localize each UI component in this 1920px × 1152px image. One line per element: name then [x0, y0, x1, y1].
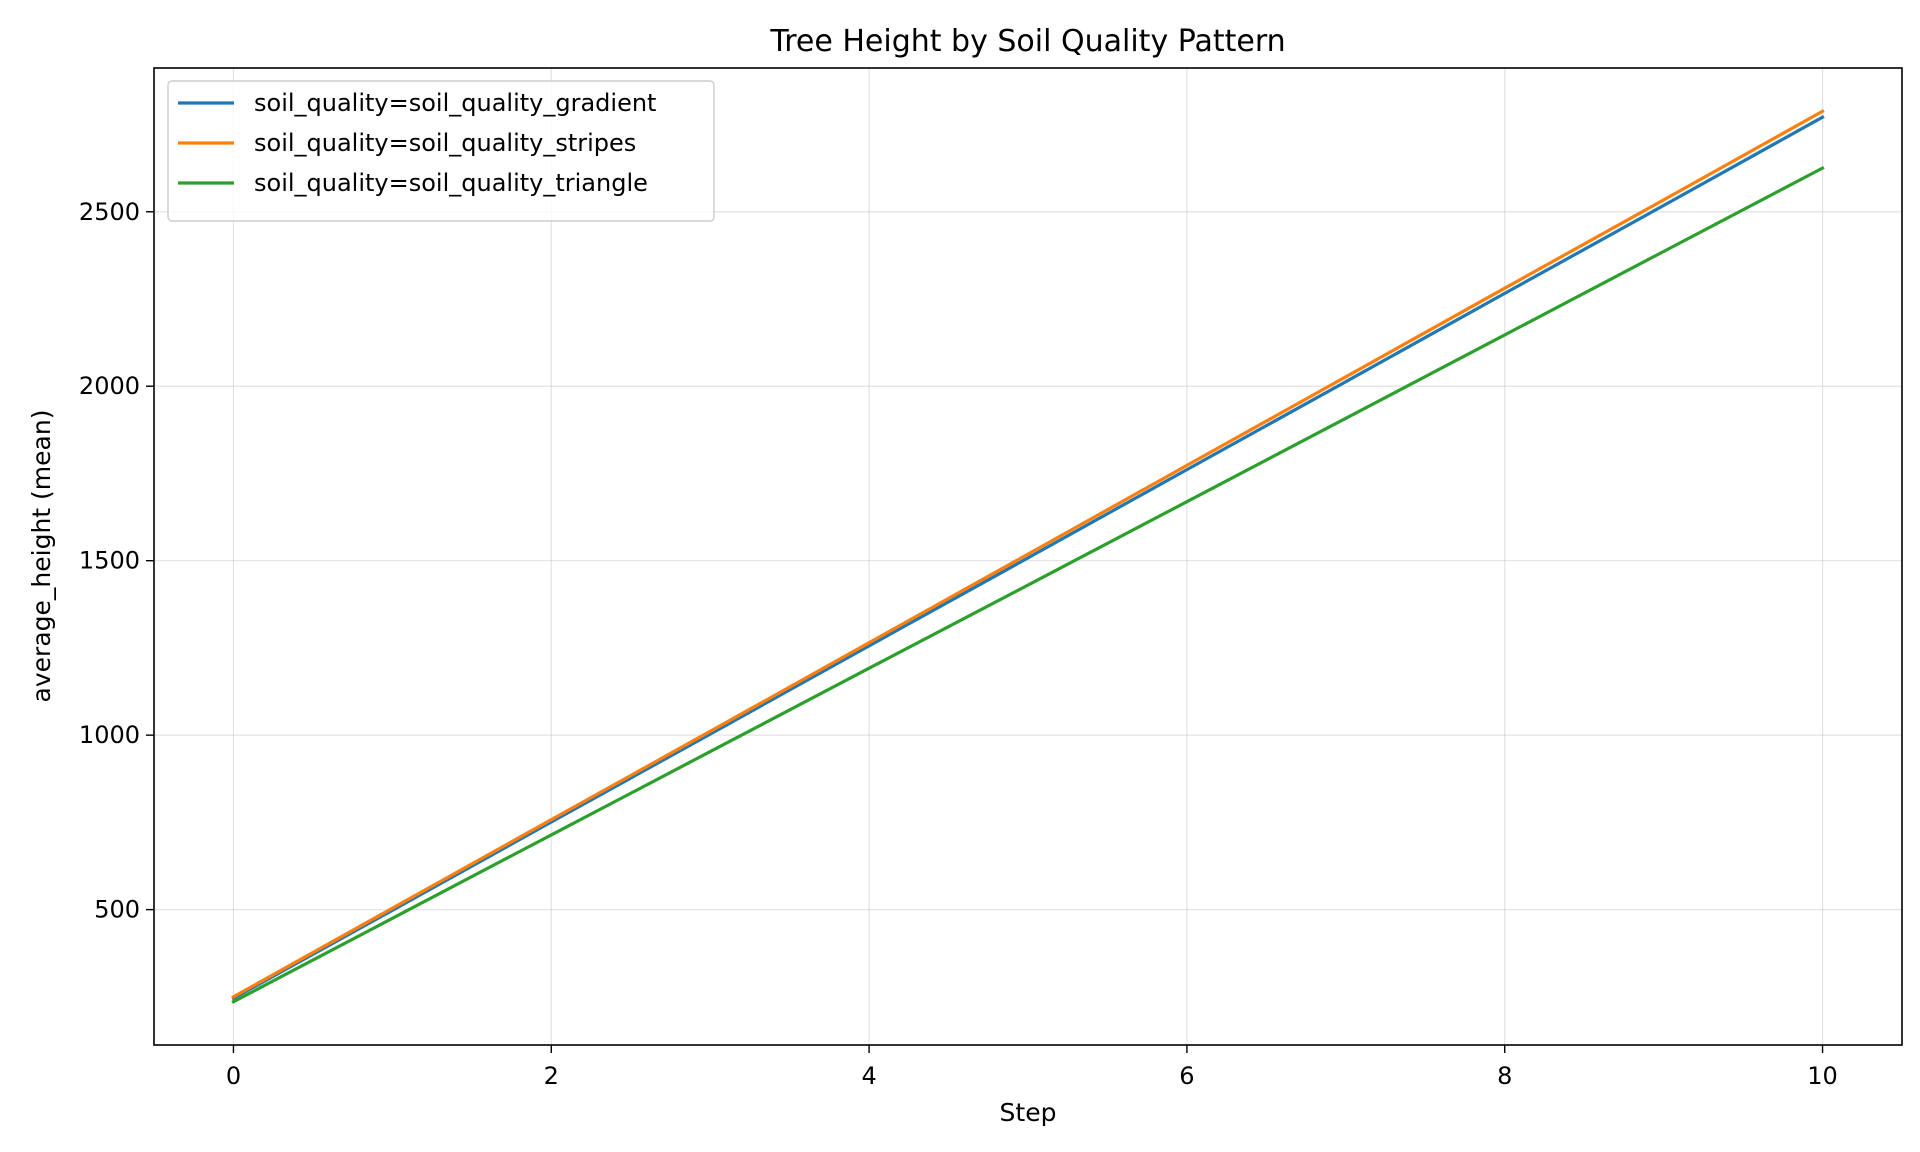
legend-label-3: soil_quality=soil_quality_triangle	[254, 169, 648, 197]
x-tick-label: 8	[1497, 1062, 1512, 1090]
legend-label-1: soil_quality=soil_quality_gradient	[254, 89, 656, 117]
y-axis-title: average_height (mean)	[27, 410, 56, 703]
legend: soil_quality=soil_quality_gradient soil_q…	[167, 80, 715, 222]
x-tick-label: 4	[861, 1062, 876, 1090]
grid	[154, 68, 1902, 1045]
y-tick-label: 1500	[79, 547, 140, 575]
series-line-3	[231, 165, 1825, 1004]
legend-frame	[167, 80, 715, 222]
chart-title: Tree Height by Soil Quality Pattern	[769, 24, 1285, 59]
y-tick-label: 1000	[79, 721, 140, 749]
series-lines	[231, 109, 1825, 1004]
y-tick-label: 2000	[79, 372, 140, 400]
x-tick-label: 10	[1807, 1062, 1838, 1090]
y-tick-label: 500	[94, 896, 140, 924]
series-line-2	[231, 109, 1825, 999]
x-axis-ticks: 0 2 4 6 8 10	[226, 1045, 1838, 1090]
x-tick-label: 2	[544, 1062, 559, 1090]
y-axis-ticks: 500 1000 1500 2000 2500	[79, 198, 154, 924]
series-line-1	[231, 115, 1825, 1001]
x-tick-label: 6	[1179, 1062, 1194, 1090]
plot-area-frame	[153, 67, 1903, 1046]
legend-label-2: soil_quality=soil_quality_stripes	[254, 129, 636, 157]
y-tick-label: 2500	[79, 198, 140, 226]
x-tick-label: 0	[226, 1062, 241, 1090]
x-axis-title: Step	[1000, 1098, 1057, 1127]
